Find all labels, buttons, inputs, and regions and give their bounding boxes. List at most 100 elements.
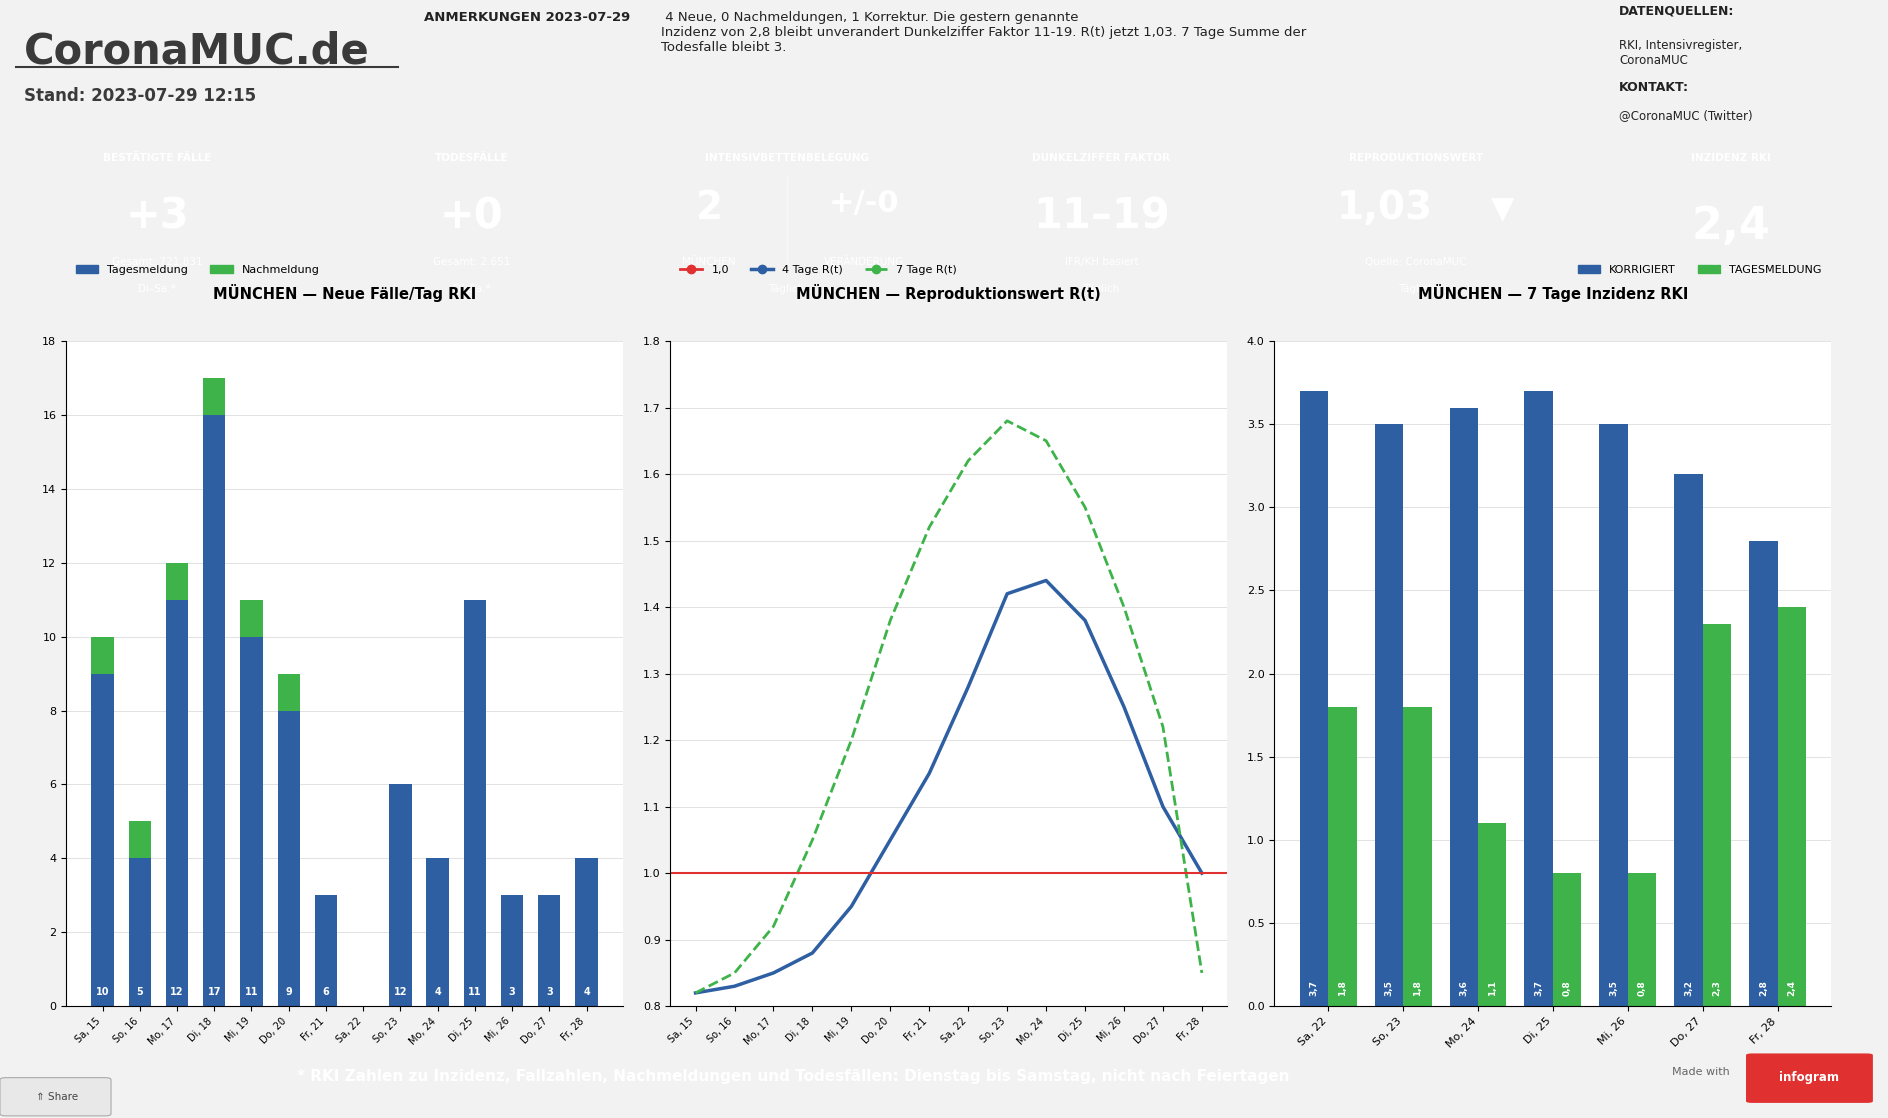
- Text: Quelle: CoronaMUC: Quelle: CoronaMUC: [1365, 257, 1467, 267]
- Bar: [389, 785, 412, 1006]
- Text: 12: 12: [395, 987, 408, 997]
- FancyBboxPatch shape: [1746, 1053, 1873, 1102]
- Bar: [1450, 407, 1478, 1006]
- Bar: [128, 859, 151, 1006]
- Text: 5: 5: [136, 987, 143, 997]
- Bar: [166, 599, 189, 1006]
- Text: 3,7: 3,7: [1310, 980, 1318, 996]
- Text: +3: +3: [125, 196, 189, 237]
- Bar: [1552, 873, 1582, 1006]
- Text: 1,03: 1,03: [1337, 189, 1433, 227]
- Text: 4: 4: [361, 987, 366, 997]
- Text: 2,4: 2,4: [1788, 980, 1795, 996]
- Bar: [1374, 424, 1403, 1006]
- Bar: [91, 636, 113, 673]
- Text: TODESFÄLLE: TODESFÄLLE: [436, 153, 508, 163]
- Text: 3: 3: [508, 987, 515, 997]
- Legend: KORRIGIERT, TAGESMELDUNG: KORRIGIERT, TAGESMELDUNG: [1573, 260, 1826, 280]
- Bar: [278, 711, 300, 1006]
- Bar: [1403, 707, 1431, 1006]
- Bar: [315, 896, 338, 1006]
- Text: 0,8: 0,8: [1637, 980, 1646, 996]
- Text: Di–Sa.*: Di–Sa.*: [1712, 264, 1750, 274]
- Text: 2,4: 2,4: [1692, 205, 1771, 248]
- Text: 11: 11: [245, 987, 259, 997]
- Text: @CoronaMUC (Twitter): @CoronaMUC (Twitter): [1620, 110, 1752, 122]
- Bar: [1748, 541, 1778, 1006]
- Legend: 1,0, 4 Tage R(t), 7 Tage R(t): 1,0, 4 Tage R(t), 7 Tage R(t): [676, 260, 961, 280]
- Text: 3,7: 3,7: [1535, 980, 1542, 996]
- Text: 1,8: 1,8: [1339, 980, 1346, 996]
- Title: MÜNCHEN — Reproduktionswert R(t): MÜNCHEN — Reproduktionswert R(t): [797, 284, 1101, 302]
- Bar: [1299, 391, 1327, 1006]
- Text: KONTAKT:: KONTAKT:: [1620, 82, 1690, 94]
- Bar: [240, 599, 262, 636]
- Text: infogram: infogram: [1780, 1071, 1839, 1084]
- Legend: Tagesmeldung, Nachmeldung: Tagesmeldung, Nachmeldung: [72, 260, 323, 280]
- Text: Di–Sa.*: Di–Sa.*: [138, 284, 176, 294]
- Bar: [464, 599, 485, 1006]
- Text: BESTÄTIGTE FÄLLE: BESTÄTIGTE FÄLLE: [104, 153, 211, 163]
- Bar: [128, 822, 151, 859]
- Text: 2: 2: [695, 189, 723, 227]
- Text: MÜNCHEN: MÜNCHEN: [682, 257, 736, 267]
- Text: 6: 6: [323, 987, 329, 997]
- Text: Gesamt: 2.651: Gesamt: 2.651: [434, 257, 510, 267]
- Text: 11: 11: [468, 987, 481, 997]
- Text: 10: 10: [96, 987, 110, 997]
- Text: 11–19: 11–19: [1033, 196, 1171, 237]
- Text: 4: 4: [583, 987, 589, 997]
- Text: Täglich: Täglich: [768, 284, 804, 294]
- Bar: [166, 562, 189, 599]
- Text: 2,3: 2,3: [1712, 980, 1722, 996]
- Text: 3: 3: [546, 987, 553, 997]
- Bar: [1778, 607, 1807, 1006]
- Text: CoronaMUC.de: CoronaMUC.de: [25, 30, 370, 73]
- Text: * RKI Zahlen zu Inzidenz, Fallzahlen, Nachmeldungen und Todesfällen: Dienstag bi: * RKI Zahlen zu Inzidenz, Fallzahlen, Na…: [296, 1069, 1290, 1083]
- Bar: [278, 673, 300, 711]
- Bar: [1327, 707, 1357, 1006]
- Text: +/-0: +/-0: [829, 189, 901, 218]
- Bar: [1627, 873, 1656, 1006]
- Text: 1,8: 1,8: [1412, 980, 1422, 996]
- Text: Täglich: Täglich: [1084, 284, 1120, 294]
- Text: 3,5: 3,5: [1609, 980, 1618, 996]
- Bar: [538, 896, 561, 1006]
- Text: 3,5: 3,5: [1384, 980, 1393, 996]
- Bar: [427, 859, 449, 1006]
- Text: 9: 9: [285, 987, 293, 997]
- Bar: [204, 415, 225, 1006]
- Text: INTENSIVBETTENBELEGUNG: INTENSIVBETTENBELEGUNG: [704, 153, 868, 163]
- Text: INZIDENZ RKI: INZIDENZ RKI: [1692, 153, 1771, 163]
- Text: Täglich: Täglich: [1397, 284, 1435, 294]
- Text: ⇑ Share: ⇑ Share: [36, 1092, 77, 1101]
- Title: MÜNCHEN — Neue Fälle/Tag RKI: MÜNCHEN — Neue Fälle/Tag RKI: [213, 284, 476, 302]
- Text: 2,8: 2,8: [1760, 980, 1767, 996]
- Bar: [91, 673, 113, 1006]
- Bar: [1675, 474, 1703, 1006]
- Text: REPRODUKTIONSWERT: REPRODUKTIONSWERT: [1348, 153, 1484, 163]
- Text: 3,6: 3,6: [1459, 980, 1469, 996]
- Bar: [1478, 823, 1507, 1006]
- Text: Made with: Made with: [1673, 1067, 1729, 1077]
- Bar: [500, 896, 523, 1006]
- Text: DATENQUELLEN:: DATENQUELLEN:: [1620, 4, 1735, 17]
- Text: RKI, Intensivregister,
CoronaMUC: RKI, Intensivregister, CoronaMUC: [1620, 39, 1743, 67]
- Text: 3,2: 3,2: [1684, 980, 1694, 996]
- Bar: [1599, 424, 1627, 1006]
- Text: ANMERKUNGEN 2023-07-29: ANMERKUNGEN 2023-07-29: [425, 11, 631, 25]
- Text: DUNKELZIFFER FAKTOR: DUNKELZIFFER FAKTOR: [1033, 153, 1171, 163]
- Bar: [576, 859, 598, 1006]
- Text: 17: 17: [208, 987, 221, 997]
- Text: 1,1: 1,1: [1488, 980, 1497, 996]
- Text: Di–Sa.*: Di–Sa.*: [453, 284, 491, 294]
- Text: +0: +0: [440, 196, 504, 237]
- Text: 4 Neue, 0 Nachmeldungen, 1 Korrektur. Die gestern genannte
Inzidenz von 2,8 blei: 4 Neue, 0 Nachmeldungen, 1 Korrektur. Di…: [661, 11, 1306, 54]
- Bar: [1524, 391, 1552, 1006]
- Text: 12: 12: [170, 987, 183, 997]
- FancyBboxPatch shape: [0, 1078, 111, 1116]
- Text: ▼: ▼: [1492, 196, 1514, 225]
- Text: 4: 4: [434, 987, 442, 997]
- Text: IFR/KH basiert: IFR/KH basiert: [1065, 257, 1138, 267]
- Text: Stand: 2023-07-29 12:15: Stand: 2023-07-29 12:15: [25, 87, 257, 105]
